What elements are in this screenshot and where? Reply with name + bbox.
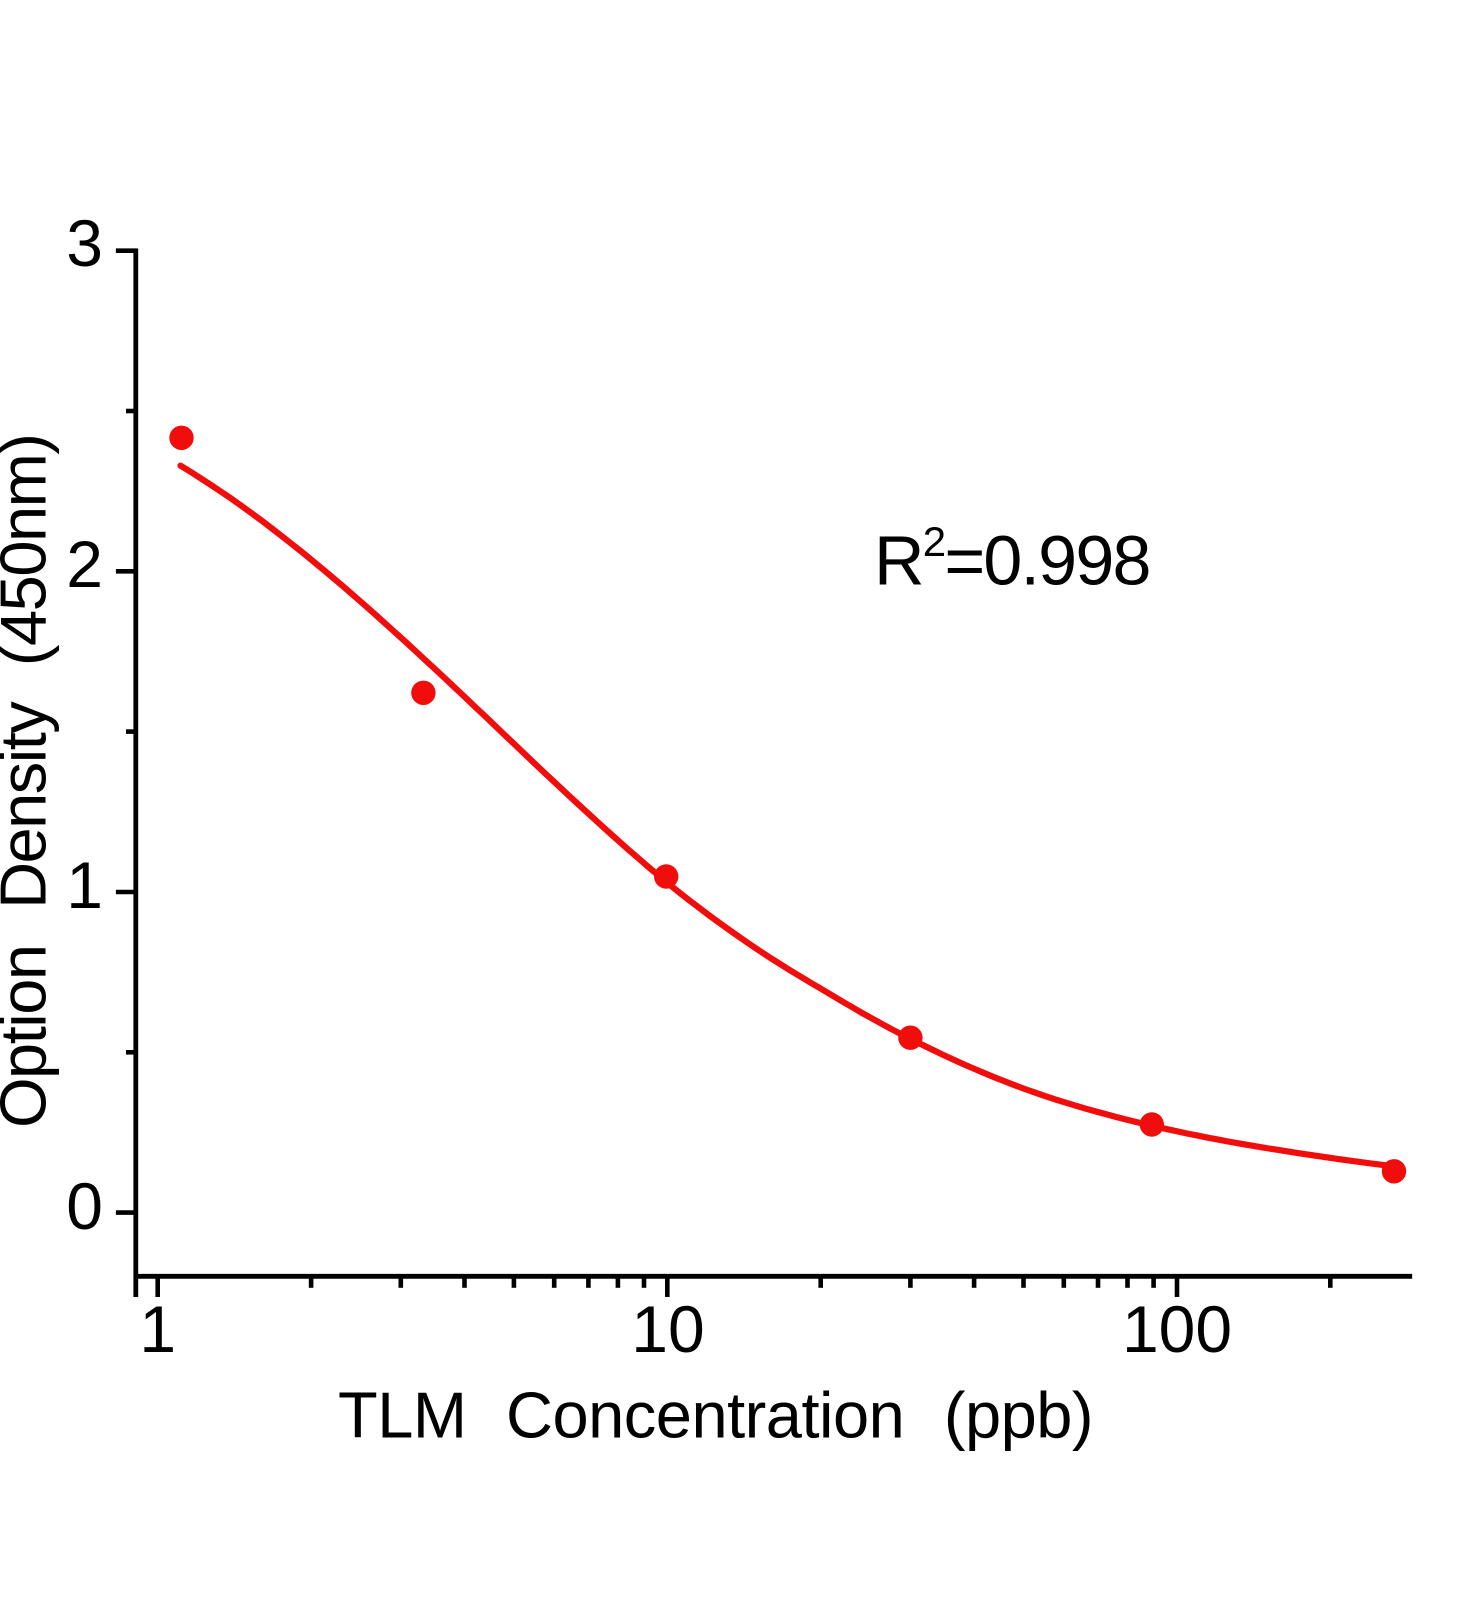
svg-text:3: 3: [66, 206, 103, 280]
svg-text:Option Density (450nm): Option Density (450nm): [0, 435, 60, 1128]
svg-text:2: 2: [66, 527, 103, 601]
svg-text:100: 100: [1122, 1292, 1232, 1366]
svg-text:1: 1: [66, 848, 103, 922]
svg-text:1: 1: [139, 1292, 176, 1366]
svg-text:0: 0: [66, 1169, 103, 1243]
svg-text:TLM Concentration (ppb): TLM Concentration (ppb): [338, 1379, 1093, 1452]
svg-text:10: 10: [631, 1292, 704, 1366]
svg-text:R2=0.998: R2=0.998: [874, 518, 1150, 600]
